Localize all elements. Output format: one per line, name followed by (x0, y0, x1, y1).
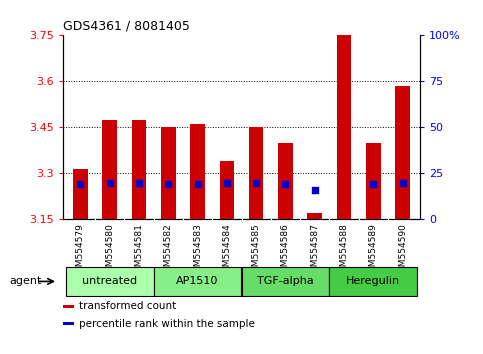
Point (164, 181, 172, 187)
Text: GSM554579: GSM554579 (76, 223, 85, 278)
Text: percentile rank within the sample: percentile rank within the sample (79, 319, 255, 329)
Text: untreated: untreated (82, 276, 137, 286)
Bar (190, 124, 205, 219)
Point (399, 180, 407, 185)
Bar (395, 86, 410, 219)
Text: GSM554590: GSM554590 (398, 223, 407, 278)
Text: GSM554588: GSM554588 (340, 223, 349, 278)
Point (311, 188, 319, 193)
Text: GSM554582: GSM554582 (164, 223, 173, 278)
Point (135, 180, 143, 185)
Text: TGF-alpha: TGF-alpha (257, 276, 314, 286)
Point (194, 181, 201, 187)
Text: GDS4361 / 8081405: GDS4361 / 8081405 (63, 20, 190, 33)
Bar (63, 322, 73, 325)
Text: transformed count: transformed count (79, 301, 176, 311)
Point (369, 181, 377, 187)
Text: GSM554589: GSM554589 (369, 223, 378, 278)
Text: GSM554586: GSM554586 (281, 223, 290, 278)
Point (76, 181, 84, 187)
Text: Heregulin: Heregulin (346, 276, 400, 286)
Text: GSM554581: GSM554581 (134, 223, 143, 278)
Bar (63, 305, 73, 308)
Text: GSM554580: GSM554580 (105, 223, 114, 278)
Bar (337, 35, 351, 219)
Text: AP1510: AP1510 (176, 276, 219, 286)
Point (282, 181, 289, 187)
Text: GSM554587: GSM554587 (310, 223, 319, 278)
Bar (249, 127, 263, 219)
Bar (366, 143, 381, 219)
Bar (307, 213, 322, 219)
Bar (220, 161, 234, 219)
Bar (66, 267, 154, 296)
Bar (329, 267, 417, 296)
Point (223, 180, 231, 185)
Point (106, 180, 114, 185)
Bar (102, 120, 117, 219)
Text: agent: agent (10, 276, 42, 286)
Bar (161, 127, 176, 219)
Text: GSM554585: GSM554585 (252, 223, 261, 278)
Bar (278, 143, 293, 219)
Text: GSM554584: GSM554584 (222, 223, 231, 278)
Bar (242, 267, 329, 296)
Text: GSM554583: GSM554583 (193, 223, 202, 278)
Bar (132, 120, 146, 219)
Point (252, 180, 260, 185)
Bar (154, 267, 242, 296)
Bar (73, 169, 88, 219)
